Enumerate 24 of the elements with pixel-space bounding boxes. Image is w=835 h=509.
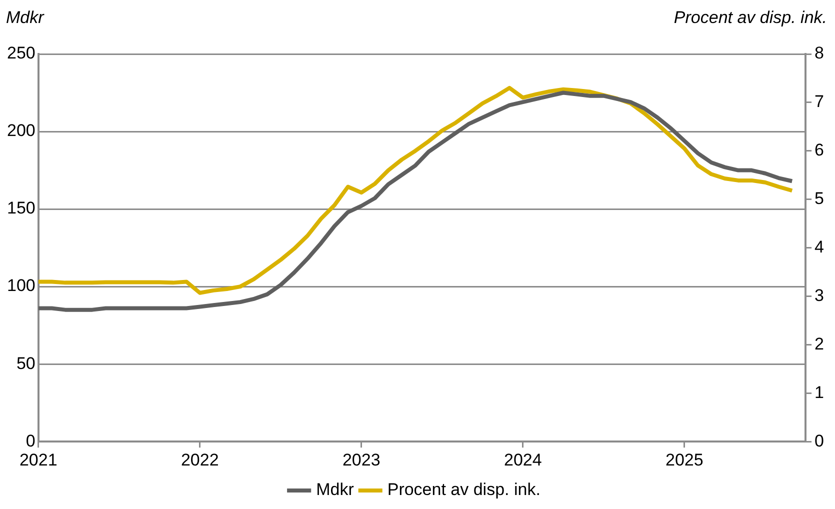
y-tick-label: 200 [6,121,36,140]
y2-tick-label: 3 [814,286,824,305]
y-tick-label: 250 [6,44,36,63]
y2-tick-label: 0 [814,431,824,450]
x-tick-label: 2022 [180,450,219,470]
y2-axis-title: Procent av disp. ink. [674,8,827,28]
y2-tick-label: 2 [814,334,824,354]
x-tick-label: 2021 [19,450,58,470]
x-tick-label: 2024 [504,450,542,470]
y2-tick-label: 5 [814,189,824,208]
legend-label: Procent av disp. ink. [387,480,540,500]
y-tick-label: 50 [16,354,36,373]
y-tick-label: 0 [26,431,36,450]
x-tick-label: 2023 [342,450,380,470]
y-tick-label: 150 [6,198,36,218]
y2-tick-label: 6 [814,140,824,160]
y-tick-label: 100 [6,276,36,296]
y-axis-title: Mdkr [6,8,44,28]
y2-tick-label: 8 [814,44,824,63]
legend-label: Mdkr [316,480,354,500]
y2-tick-label: 1 [814,382,824,402]
y2-tick-label: 4 [814,237,824,256]
x-tick-label: 2025 [665,450,704,470]
y2-tick-label: 7 [814,92,824,112]
